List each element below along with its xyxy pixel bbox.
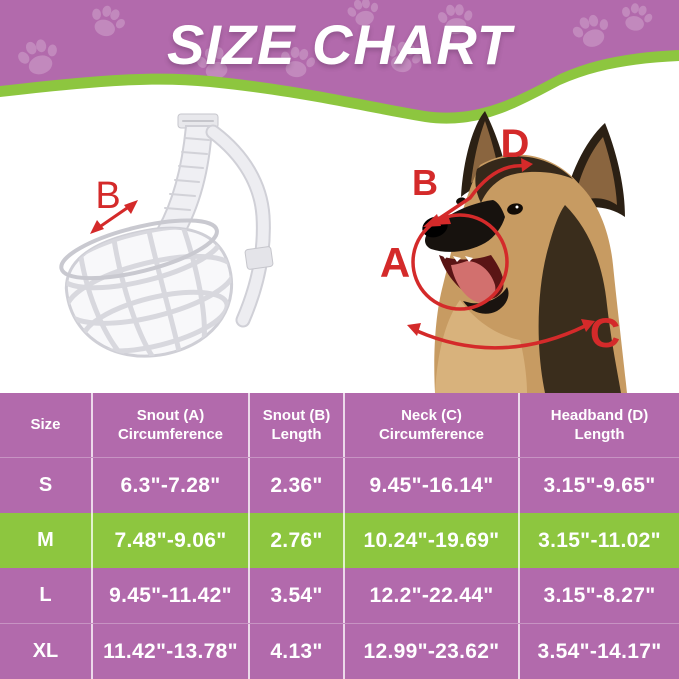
muzzle-basket [58, 218, 237, 364]
muzzle-measure-arrow [90, 200, 138, 234]
table-row-m-highlighted: M 7.48"-9.06" 2.76" 10.24"-19.69" 3.15"-… [0, 513, 679, 568]
snout-circumference-value: 11.42"-13.78" [93, 624, 250, 679]
snout-circumference-value: 7.48"-9.06" [93, 513, 250, 568]
neck-circumference-value: 10.24"-19.69" [345, 513, 520, 568]
measurement-annotations [411, 164, 586, 350]
table-row-xl: XL 11.42"-13.78" 4.13" 12.99"-23.62" 3.5… [0, 623, 679, 679]
page-title: SIZE CHART [167, 13, 512, 76]
column-header-neck-circumference: Neck (C) Circumference [345, 393, 520, 457]
headband-length-value: 3.15"-8.27" [543, 583, 656, 607]
column-header-size: Size [0, 393, 93, 457]
column-header-snout-length: Snout (B) Length [250, 393, 345, 457]
headband-length-value: 3.15"-11.02" [538, 528, 661, 552]
column-header-headband-length: Headband (D) Length [550, 406, 649, 444]
snout-length-value: 3.54" [250, 568, 345, 623]
headband-length-value: 3.15"-9.65" [543, 473, 656, 497]
dog-eye [507, 203, 523, 215]
muzzle-side-buckle [244, 246, 274, 270]
size-value: S [0, 458, 93, 513]
snout-length-value: 2.76" [250, 513, 345, 568]
label-c-neck-circumference: C [590, 309, 620, 356]
table-row-s: S 6.3"-7.28" 2.36" 9.45"-16.14" 3.15"-9.… [0, 457, 679, 513]
label-d-headband-length: D [501, 122, 530, 166]
headband-length-arrow [436, 164, 526, 222]
table-header-row: Size Snout (A) Circumference Snout (B) Len… [0, 393, 679, 457]
banner-wave-graphic [0, 0, 679, 126]
snout-circumference-arrow [411, 213, 509, 311]
size-value: L [0, 568, 93, 623]
neck-circumference-value: 12.2"-22.44" [345, 568, 520, 623]
muzzle-product-image: B [58, 113, 274, 364]
neck-circumference-arrow [416, 324, 586, 350]
size-table: Size Snout (A) Circumference Snout (B) Len… [0, 393, 679, 679]
label-a-snout-circumference: A [380, 239, 410, 286]
table-row-l: L 9.45"-11.42" 3.54" 12.2"-22.44" 3.15"-… [0, 568, 679, 623]
muzzle-side-strap [207, 126, 269, 326]
snout-circumference-value: 9.45"-11.42" [93, 568, 250, 623]
muzzle-measure-label-b: B [95, 175, 120, 217]
dog-measurement-image: A B C D [380, 111, 627, 393]
banner: SIZE CHART [0, 0, 679, 126]
size-value: M [0, 513, 93, 568]
dog-snout [425, 200, 505, 252]
neck-circumference-value: 12.99"-23.62" [345, 624, 520, 679]
neck-circumference-value: 9.45"-16.14" [345, 458, 520, 513]
headband-length-value: 3.54"-14.17" [537, 639, 662, 663]
column-header-snout-circumference: Snout (A) Circumference [93, 393, 250, 457]
snout-circumference-value: 6.3"-7.28" [93, 458, 250, 513]
label-b-snout-length: B [412, 162, 438, 203]
snout-length-value: 2.36" [250, 458, 345, 513]
snout-length-value: 4.13" [250, 624, 345, 679]
dog-tongue [451, 261, 496, 303]
size-value: XL [0, 624, 93, 679]
wave-white-area [0, 61, 679, 126]
